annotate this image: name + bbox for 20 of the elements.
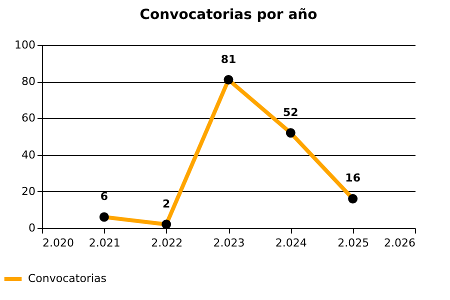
- x-tick-label: 2.025: [338, 236, 370, 250]
- y-tick-label: 60: [22, 112, 36, 125]
- y-tick-label: 20: [22, 184, 36, 198]
- data-label: 6: [100, 190, 108, 204]
- chart-title: Convocatorias por año: [140, 7, 318, 23]
- data-label: 2: [162, 197, 170, 210]
- x-tick-label: 2.020: [42, 236, 74, 250]
- y-tick-label: 80: [22, 75, 36, 88]
- x-tick-label: 2.021: [88, 236, 120, 250]
- data-label: 52: [283, 106, 298, 119]
- data-label: 16: [345, 172, 361, 185]
- x-tick-label: 2.026: [384, 236, 416, 250]
- y-tick-label: 40: [22, 148, 36, 162]
- data-label: 81: [220, 52, 236, 66]
- legend-label: Convocatorias: [28, 272, 107, 285]
- y-tick-label: 0: [28, 222, 36, 234]
- x-tick-label: 2.023: [213, 236, 245, 250]
- x-tick-label: 2.022: [151, 236, 183, 250]
- x-tick-label: 2.024: [275, 236, 307, 250]
- y-tick-label: 100: [14, 38, 36, 52]
